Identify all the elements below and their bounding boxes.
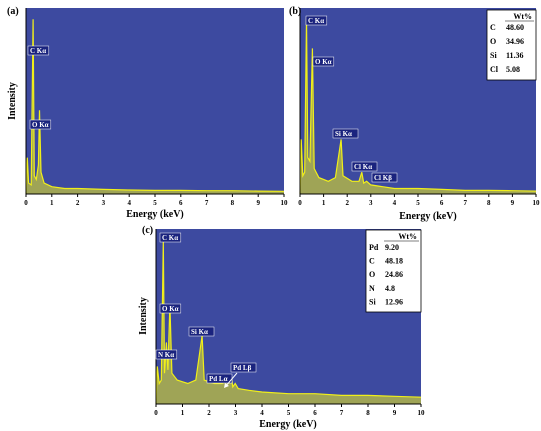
panel-a-spectrum-line xyxy=(25,19,285,195)
panel-c-peak-label-box xyxy=(230,362,257,373)
panel-a-peak-label: O Kα xyxy=(32,121,49,129)
panel-b-wt-element: Si xyxy=(490,51,497,60)
panel-c-x-tick-label: 1 xyxy=(181,409,185,417)
panel-b-peak-label-box xyxy=(351,161,378,172)
panel-c-peak-label: O Kα xyxy=(162,305,179,313)
panel-b-peak-label-box xyxy=(371,172,398,183)
panel-c-peak-label: Si Kα xyxy=(191,328,208,336)
panel-b-peak-label: C Kα xyxy=(308,17,324,25)
panel-c-peak-label: C Kα xyxy=(162,234,178,242)
panel-b-wt-table-header: Wt% xyxy=(513,12,532,21)
panel-a-x-tick-label: 2 xyxy=(76,199,80,207)
panel-b-peak-label: Si Kα xyxy=(335,130,352,138)
panel-b-x-tick-label: 1 xyxy=(322,199,326,207)
panel-a-x-tick-label: 4 xyxy=(127,199,131,207)
panel-c-peak-label: Pd Lβ xyxy=(233,364,252,372)
panel-a-label: (a) xyxy=(7,6,19,17)
panel-b-wt-table xyxy=(486,9,537,81)
panel-a-plot-area xyxy=(26,8,284,194)
panel-b-peak-label-box xyxy=(332,128,359,139)
panel-a: 0 1 2 3 4 5 6 7 8 9 10 (a) Energy (keV) Intensity C Kα… xyxy=(7,6,288,220)
panel-c-wt-table-header: Wt% xyxy=(398,232,417,241)
panel-c-x-tick-label: 3 xyxy=(234,409,238,417)
panel-c-peak-label: N Kα xyxy=(158,351,174,359)
panel-b-x-tick-label: 2 xyxy=(345,199,349,207)
panel-b-peak-label-box xyxy=(312,56,335,67)
panel-c-wt-value: 48.18 xyxy=(385,257,403,266)
panel-c-peak-label-box xyxy=(159,303,182,314)
panel-b-x-tick-label: 6 xyxy=(440,199,444,207)
panel-a-x-tick-label: 6 xyxy=(179,199,183,207)
panel-b-peak-label: Cl Kα xyxy=(354,163,372,171)
panel-c-wt-element: C xyxy=(369,257,375,266)
panel-c-x-tick-label: 7 xyxy=(340,409,344,417)
panel-b-label: (b) xyxy=(289,6,301,17)
panel-b-x-tick-label: 4 xyxy=(393,199,397,207)
panel-b-wt-element: C xyxy=(490,23,496,32)
panel-b-x-axis-title: Energy (keV) xyxy=(399,211,457,222)
panel-c-x-tick-label: 0 xyxy=(154,409,158,417)
panel-c-x-tick-label: 4 xyxy=(260,409,264,417)
panel-c-x-tick-label: 8 xyxy=(366,409,370,417)
panel-c-x-tick-label: 10 xyxy=(418,409,426,417)
panel-c-peak-label: Pd Lα xyxy=(209,375,228,383)
panel-a-x-tick-label: 10 xyxy=(281,199,289,207)
panel-c: 0 1 2 3 4 5 6 7 8 9 10 (c) Energy (keV) Intensity C Kα… xyxy=(138,225,425,430)
panel-b-wt-value: 5.08 xyxy=(506,65,520,74)
panel-a-x-tick-label: 3 xyxy=(102,199,106,207)
panel-c-peak-label-box xyxy=(188,326,215,337)
panel-c-wt-value: 9.20 xyxy=(385,243,399,252)
panel-b-x-tick-label: 3 xyxy=(369,199,373,207)
panel-b-wt-value: 48.60 xyxy=(506,23,524,32)
panel-b-wt-element: O xyxy=(490,37,496,46)
panel-a-peak-label-box xyxy=(29,119,52,130)
panel-a-x-tick-label: 0 xyxy=(24,199,28,207)
panel-c-wt-element: N xyxy=(369,284,375,293)
panel-b-peak-label: Cl Kβ xyxy=(374,174,392,182)
pd-lb-arrow-head xyxy=(224,383,229,388)
panel-a-x-tick-label: 5 xyxy=(153,199,157,207)
panel-b-peak-label-box xyxy=(305,15,328,26)
panel-b-x-tick-label: 9 xyxy=(511,199,515,207)
panel-c-x-axis-title: Energy (keV) xyxy=(259,419,317,430)
panel-c-x-tick-label: 6 xyxy=(313,409,317,417)
panel-c-x-tick-label: 9 xyxy=(393,409,397,417)
panel-a-x-tick-label: 7 xyxy=(205,199,209,207)
panel-c-peak-label-box xyxy=(159,232,182,243)
panel-a-x-tick-label: 9 xyxy=(256,199,260,207)
panel-b-wt-value: 34.96 xyxy=(506,37,524,46)
panel-c-wt-element: Si xyxy=(369,297,376,306)
panel-c-x-tick-label: 5 xyxy=(287,409,291,417)
panel-b-peak-label: O Kα xyxy=(315,58,332,66)
panel-c-wt-element: O xyxy=(369,270,375,279)
panel-a-peak-label-box xyxy=(27,45,50,56)
panel-c-peak-label-box xyxy=(155,349,178,360)
panel-b-x-tick-label: 0 xyxy=(298,199,302,207)
panel-a-x-tick-label: 1 xyxy=(50,199,54,207)
panel-c-wt-table xyxy=(365,229,422,313)
panel-a-x-tick-label: 8 xyxy=(231,199,235,207)
panel-c-wt-value: 24.86 xyxy=(385,270,403,279)
panel-c-wt-element: Pd xyxy=(369,243,379,252)
panel-c-label: (c) xyxy=(142,225,153,236)
panel-b-x-tick-label: 7 xyxy=(463,199,467,207)
panel-b-x-tick-label: 8 xyxy=(487,199,491,207)
panel-b-wt-element: Cl xyxy=(490,65,499,74)
panel-b: 0 1 2 3 4 5 6 7 8 9 10 (b) Energy (keV) C Kα O Kα Si Kα… xyxy=(289,6,540,222)
panel-b-spectrum-line xyxy=(299,17,537,195)
panel-b-x-tick-label: 10 xyxy=(533,199,541,207)
panel-c-wt-value: 4.8 xyxy=(385,284,395,293)
panel-c-x-tick-label: 2 xyxy=(207,409,211,417)
panel-a-peak-label: C Kα xyxy=(30,47,46,55)
panel-b-x-tick-label: 5 xyxy=(416,199,420,207)
panel-a-x-axis-title: Energy (keV) xyxy=(126,209,184,220)
panel-a-y-axis-title: Intensity xyxy=(7,82,18,120)
panel-c-spectrum-fill xyxy=(156,241,421,404)
panel-c-spectrum-line xyxy=(155,241,422,405)
panel-b-wt-value: 11.36 xyxy=(506,51,524,60)
panel-c-y-axis-title: Intensity xyxy=(138,297,149,335)
panel-c-wt-value: 12.96 xyxy=(385,297,403,306)
